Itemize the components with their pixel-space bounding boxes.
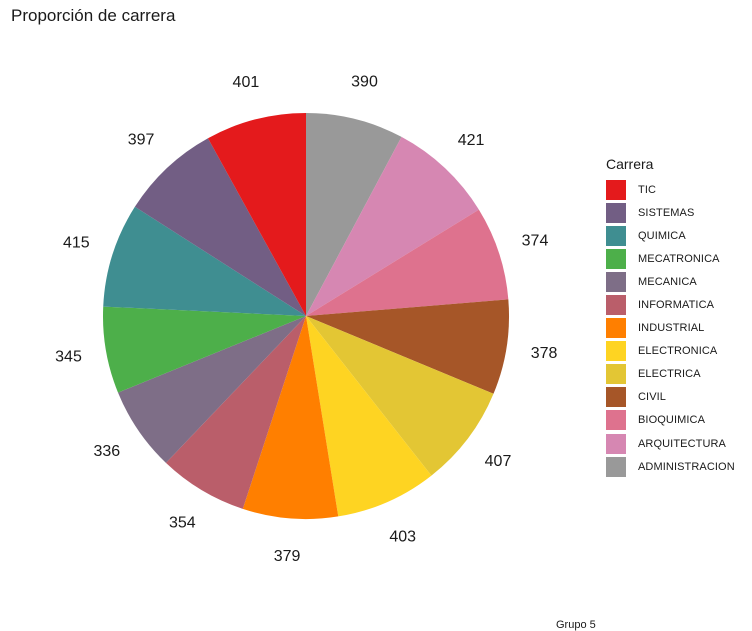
legend-item: INDUSTRIAL [606, 317, 735, 340]
caption: Grupo 5 [556, 619, 596, 631]
pie-slice-bioquimica [306, 209, 509, 316]
legend-swatch [606, 295, 626, 316]
slice-value-label: 421 [458, 132, 485, 149]
legend-swatch [606, 225, 626, 246]
legend-item: INFORMATICA [606, 293, 735, 316]
legend-label: MECANICA [638, 275, 697, 288]
legend-label: ELECTRICA [638, 368, 701, 381]
slice-value-label: 345 [55, 348, 82, 365]
pie-slice-arquitectura [306, 136, 479, 316]
legend-label: CIVIL [638, 391, 667, 404]
legend-label: SISTEMAS [638, 206, 695, 219]
slice-value-label: 390 [351, 74, 378, 91]
legend-label: TIC [638, 183, 657, 196]
legend-item: ARQUITECTURA [606, 432, 735, 455]
slice-value-label: 397 [128, 132, 155, 149]
slice-value-label: 415 [63, 235, 90, 252]
legend-label: ELECTRONICA [638, 345, 718, 358]
legend-item: CIVIL [606, 386, 735, 409]
legend-item: QUIMICA [606, 224, 735, 247]
slice-value-label: 401 [233, 74, 260, 91]
legend-swatch [606, 456, 626, 477]
chart-title: Proporción de carrera [11, 6, 176, 25]
legend-item: SISTEMAS [606, 201, 735, 224]
pie-value-labels: 390 421 374 378 407 403 379 354 336 345 415 397 401 [55, 74, 557, 565]
legend-swatch [606, 364, 626, 385]
pie-slice-sistemas [134, 138, 306, 316]
slice-value-label: 403 [389, 528, 416, 545]
legend-label: INDUSTRIAL [638, 322, 705, 335]
pie-slice-quimica [103, 206, 306, 316]
legend-label: BIOQUIMICA [638, 414, 706, 427]
legend-swatch [606, 202, 626, 223]
legend-swatch [606, 341, 626, 362]
pie-slice-mecanica [118, 316, 306, 463]
legend-label: MECATRONICA [638, 252, 720, 265]
legend-swatch [606, 318, 626, 339]
pie-slice-informatica [165, 316, 306, 509]
slice-value-label: 354 [169, 514, 196, 531]
legend-item: MECANICA [606, 270, 735, 293]
pie-slices [103, 113, 509, 519]
pie-slice-tic [207, 113, 306, 316]
legend-item: TIC [606, 178, 735, 201]
legend-item: MECATRONICA [606, 247, 735, 270]
legend: Carrera TIC SISTEMAS QUIMICA MECATRONICA MEC… [606, 156, 735, 478]
legend-items: TIC SISTEMAS QUIMICA MECATRONICA MECANICA INF… [606, 178, 735, 478]
legend-item: ADMINISTRACION [606, 455, 735, 478]
legend-label: QUIMICA [638, 229, 686, 242]
pie-slice-civil [306, 299, 509, 394]
legend-swatch [606, 410, 626, 431]
legend-item: ELECTRICA [606, 363, 735, 386]
slice-value-label: 374 [522, 233, 549, 250]
slice-value-label: 378 [531, 345, 558, 362]
legend-swatch [606, 271, 626, 292]
slice-value-label: 336 [93, 443, 120, 460]
legend-swatch [606, 433, 626, 454]
slice-value-label: 379 [274, 548, 301, 565]
legend-item: ELECTRONICA [606, 340, 735, 363]
legend-swatch [606, 179, 626, 200]
legend-label: ARQUITECTURA [638, 437, 726, 450]
legend-swatch [606, 248, 626, 269]
legend-swatch [606, 387, 626, 408]
pie-slice-administracion [306, 113, 402, 316]
legend-label: ADMINISTRACION [638, 460, 735, 473]
pie-slice-mecatronica [103, 306, 306, 393]
legend-label: INFORMATICA [638, 299, 715, 312]
slice-value-label: 407 [485, 453, 512, 470]
legend-title: Carrera [606, 156, 654, 172]
pie-slice-industrial [242, 316, 339, 519]
legend-item: BIOQUIMICA [606, 409, 735, 432]
pie-slice-electrica [306, 316, 494, 476]
pie-slice-electronica [306, 316, 432, 517]
